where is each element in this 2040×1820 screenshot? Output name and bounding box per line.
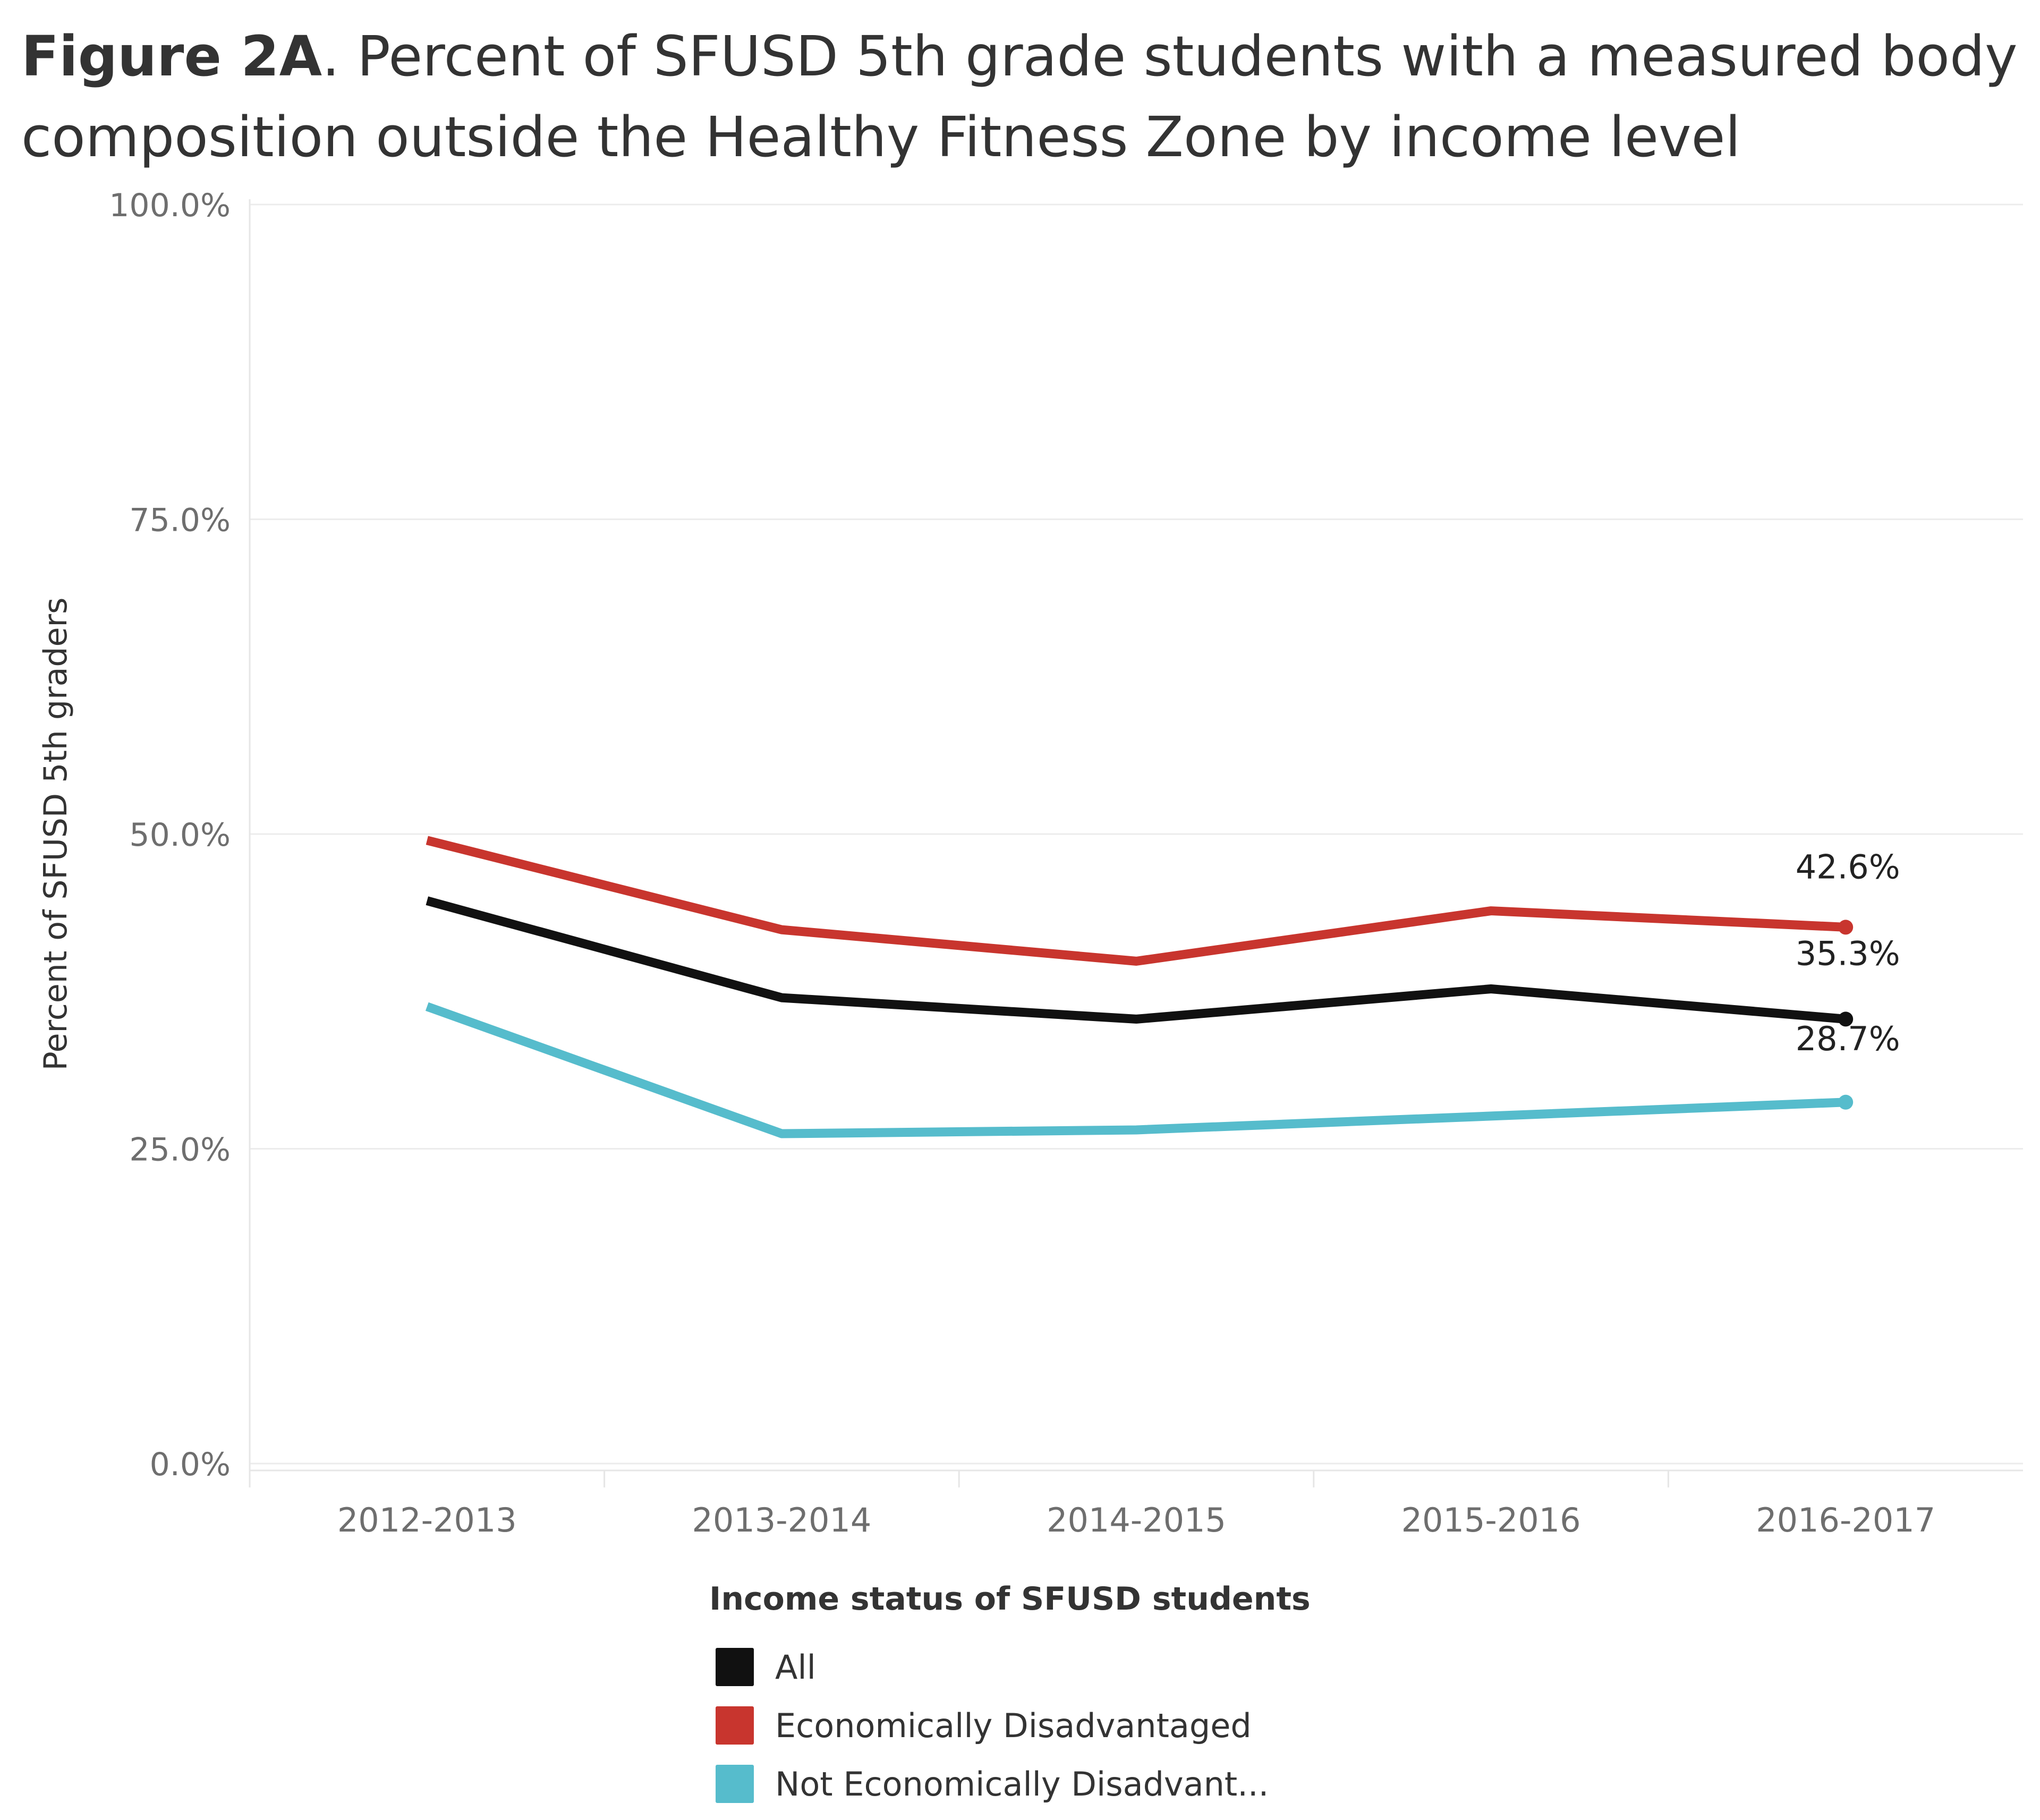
- series-end-point: [1838, 920, 1854, 935]
- figure-caption: . Percent of SFUSD 5th grade students wi…: [21, 24, 2018, 169]
- legend-swatch: [716, 1765, 754, 1803]
- series-line: [425, 1002, 1846, 1138]
- legend-item[interactable]: All: [709, 1638, 1311, 1696]
- legend: Income status of SFUSD students All Econo…: [709, 1580, 1311, 1813]
- y-tick-label: 100.0%: [109, 187, 231, 224]
- legend-label: Not Economically Disadvant...: [775, 1764, 1269, 1804]
- y-tick-label: 0.0%: [150, 1446, 231, 1483]
- axes: 0.0% 25.0% 50.0% 75.0% 100.0% 2012-2013 2013-2…: [37, 187, 2023, 1540]
- legend-swatch: [716, 1648, 754, 1686]
- legend-label: Economically Disadvantaged: [775, 1706, 1252, 1745]
- data-label: 42.6%: [1796, 847, 1900, 886]
- legend-swatch: [716, 1706, 754, 1745]
- series-line: [426, 836, 1846, 966]
- gridlines: [250, 203, 2023, 1465]
- y-axis-title: Percent of SFUSD 5th graders: [37, 598, 74, 1071]
- x-tick-label: 2015-2016: [1401, 1501, 1581, 1540]
- x-tick-label: 2013-2014: [692, 1501, 871, 1540]
- series-line: [426, 896, 1846, 1024]
- series-end-point: [1838, 1094, 1854, 1110]
- y-tick-label: 50.0%: [129, 817, 231, 854]
- data-label: 28.7%: [1796, 1019, 1900, 1058]
- x-tick-label: 2016-2017: [1756, 1501, 1935, 1540]
- y-tick-label: 25.0%: [129, 1132, 231, 1169]
- series-lines: [425, 836, 1854, 1138]
- data-labels: 35.3% 42.6% 28.7%: [1796, 847, 1900, 1058]
- data-label: 35.3%: [1796, 934, 1900, 973]
- x-tick-label: 2012-2013: [337, 1501, 517, 1540]
- chart-title: Figure 2A. Percent of SFUSD 5th grade st…: [21, 16, 2019, 177]
- series-end-point: [1838, 1011, 1854, 1027]
- legend-label: All: [775, 1647, 816, 1687]
- legend-item[interactable]: Economically Disadvantaged: [709, 1696, 1311, 1755]
- legend-title: Income status of SFUSD students: [709, 1580, 1311, 1618]
- y-tick-label: 75.0%: [129, 502, 231, 539]
- legend-item[interactable]: Not Economically Disadvant...: [709, 1755, 1311, 1813]
- x-tick-label: 2014-2015: [1047, 1501, 1226, 1540]
- figure-number: Figure 2A: [21, 24, 322, 89]
